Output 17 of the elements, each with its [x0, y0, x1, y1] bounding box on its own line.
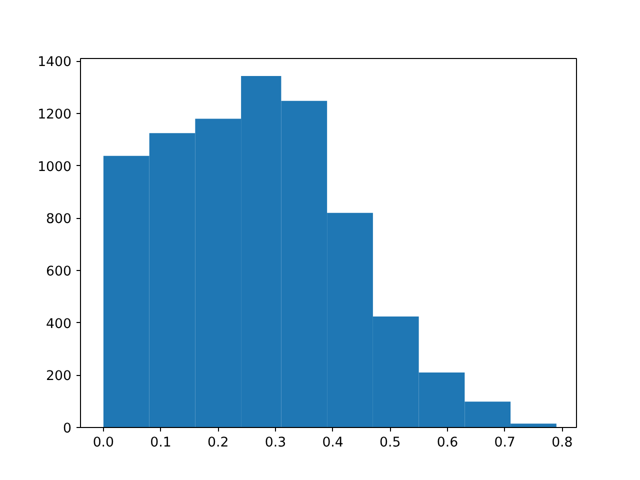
y-tick-label: 800 — [46, 212, 72, 228]
x-tick-label: 0.1 — [150, 436, 172, 450]
y-tick-label: 400 — [46, 316, 72, 332]
x-tick-label: 0.7 — [494, 436, 516, 450]
x-tick-label: 0.0 — [92, 436, 114, 450]
y-tick-label: 1400 — [38, 55, 72, 70]
x-tick-label: 0.8 — [552, 436, 573, 450]
y-tick-label: 0 — [63, 422, 72, 436]
x-tick-label: 0.4 — [322, 436, 344, 450]
x-tick-label: 0.2 — [208, 436, 229, 450]
y-tick-label: 200 — [46, 369, 72, 384]
x-tick-label: 0.5 — [380, 436, 401, 450]
x-tick-label: 0.6 — [436, 436, 458, 450]
y-tick-label: 1000 — [38, 160, 72, 175]
y-tick-label: 1200 — [38, 107, 72, 122]
x-tick-label: 0.3 — [264, 436, 286, 450]
y-tick-label: 600 — [46, 264, 72, 280]
